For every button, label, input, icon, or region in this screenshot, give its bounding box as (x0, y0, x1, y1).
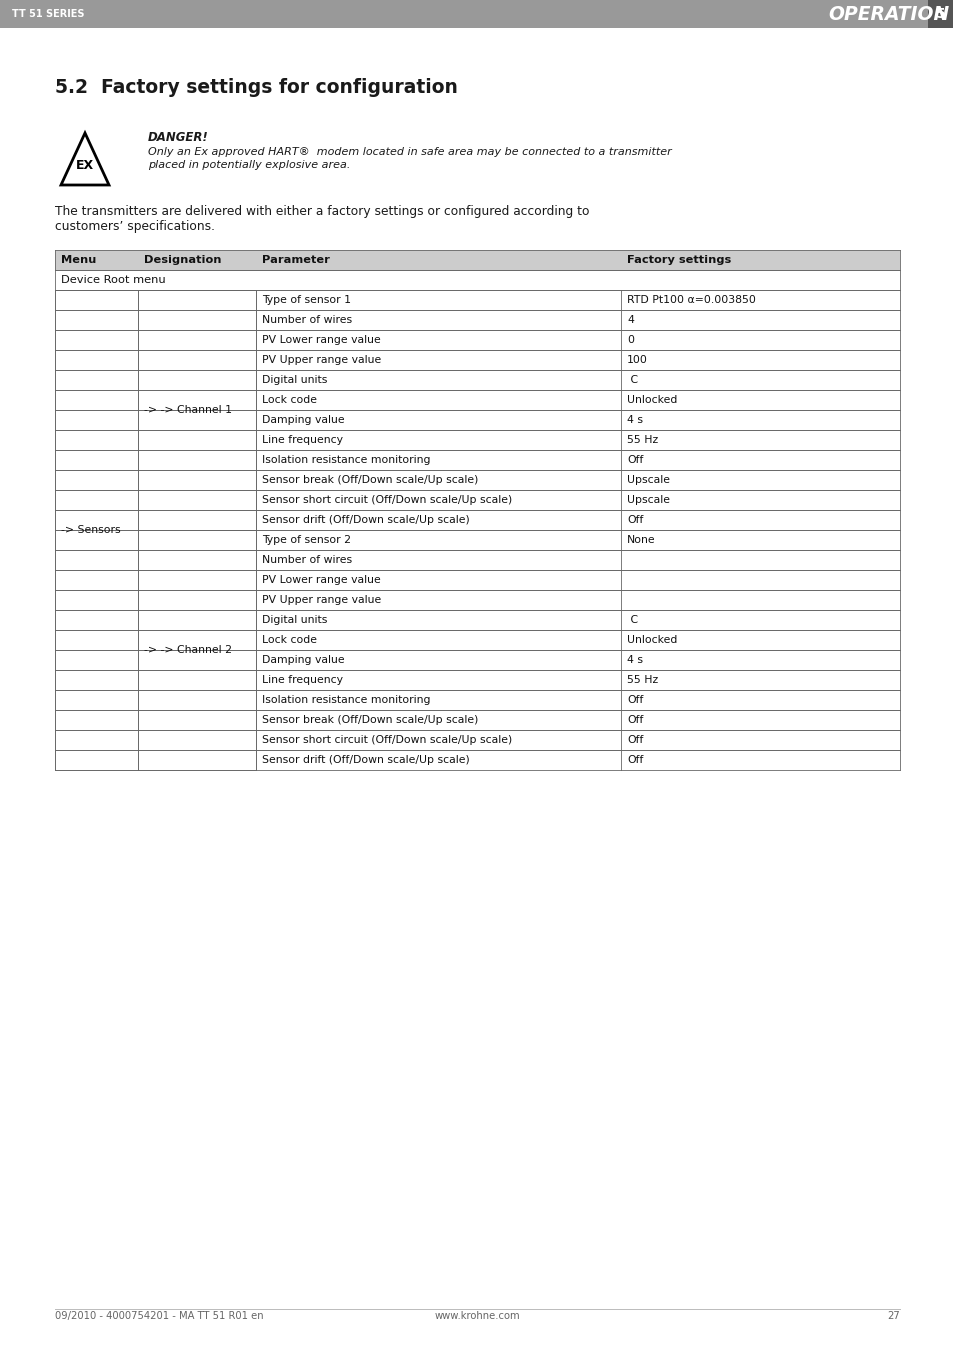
Text: Upscale: Upscale (626, 476, 669, 485)
Text: 5: 5 (935, 7, 944, 22)
Text: Damping value: Damping value (262, 655, 344, 665)
Text: Isolation resistance monitoring: Isolation resistance monitoring (262, 694, 430, 705)
Text: PV Lower range value: PV Lower range value (262, 576, 380, 585)
Bar (55, 390, 899, 409)
Text: EX: EX (76, 158, 94, 172)
Bar (55, 409, 899, 430)
Text: OPERATION: OPERATION (827, 4, 948, 23)
Bar (55, 290, 899, 309)
Text: placed in potentially explosive area.: placed in potentially explosive area. (148, 159, 350, 170)
Text: None: None (626, 535, 655, 544)
Text: RTD Pt100 α=0.003850: RTD Pt100 α=0.003850 (626, 295, 755, 305)
Text: Off: Off (626, 455, 643, 465)
Text: 27: 27 (886, 1310, 899, 1321)
Text: The transmitters are delivered with either a factory settings or configured acco: The transmitters are delivered with eith… (55, 205, 589, 218)
Bar (55, 450, 899, 470)
Polygon shape (61, 132, 109, 185)
Text: -> -> Channel 1: -> -> Channel 1 (144, 405, 232, 415)
Text: 5.2  Factory settings for configuration: 5.2 Factory settings for configuration (55, 78, 457, 97)
Text: Unlocked: Unlocked (626, 394, 677, 405)
Text: DANGER!: DANGER! (148, 131, 209, 145)
Text: Sensor break (Off/Down scale/Up scale): Sensor break (Off/Down scale/Up scale) (262, 715, 478, 725)
Text: 55 Hz: 55 Hz (626, 676, 658, 685)
Text: Sensor drift (Off/Down scale/Up scale): Sensor drift (Off/Down scale/Up scale) (262, 515, 470, 526)
Bar (55, 250, 899, 270)
Bar (55, 590, 899, 611)
Text: customers’ specifications.: customers’ specifications. (55, 220, 214, 232)
Text: 4: 4 (626, 315, 634, 326)
Text: PV Upper range value: PV Upper range value (262, 355, 381, 365)
Text: Off: Off (626, 755, 643, 765)
Text: PV Upper range value: PV Upper range value (262, 594, 381, 605)
Bar (55, 350, 899, 370)
Bar (55, 750, 899, 770)
Text: Type of sensor 2: Type of sensor 2 (262, 535, 351, 544)
Bar (55, 290, 137, 770)
Bar (0, 0, 953, 28)
Text: Lock code: Lock code (262, 635, 316, 644)
Text: Lock code: Lock code (262, 394, 316, 405)
Text: Menu: Menu (61, 255, 96, 265)
Text: Only an Ex approved HART®  modem located in safe area may be connected to a tran: Only an Ex approved HART® modem located … (148, 147, 671, 157)
Text: Sensor short circuit (Off/Down scale/Up scale): Sensor short circuit (Off/Down scale/Up … (262, 735, 512, 744)
Text: C: C (626, 615, 638, 626)
Text: Off: Off (626, 694, 643, 705)
Bar (55, 611, 899, 630)
Text: Number of wires: Number of wires (262, 315, 352, 326)
Bar (55, 490, 899, 509)
Bar (55, 270, 899, 290)
Bar (55, 730, 899, 750)
Text: 100: 100 (626, 355, 647, 365)
Text: Sensor drift (Off/Down scale/Up scale): Sensor drift (Off/Down scale/Up scale) (262, 755, 470, 765)
Text: 4 s: 4 s (626, 655, 642, 665)
Text: Line frequency: Line frequency (262, 435, 343, 444)
Text: 09/2010 - 4000754201 - MA TT 51 R01 en: 09/2010 - 4000754201 - MA TT 51 R01 en (55, 1310, 263, 1321)
Text: Digital units: Digital units (262, 376, 327, 385)
Text: Number of wires: Number of wires (262, 555, 352, 565)
Text: 4 s: 4 s (626, 415, 642, 426)
Bar (55, 309, 899, 330)
Bar (55, 670, 899, 690)
Bar (55, 570, 899, 590)
Text: Designation: Designation (144, 255, 221, 265)
Text: Off: Off (626, 715, 643, 725)
Text: Unlocked: Unlocked (626, 635, 677, 644)
Bar (55, 650, 899, 670)
Bar (55, 370, 899, 390)
Text: -> Sensors: -> Sensors (61, 526, 120, 535)
Text: Off: Off (626, 515, 643, 526)
Text: Damping value: Damping value (262, 415, 344, 426)
Text: 55 Hz: 55 Hz (626, 435, 658, 444)
Bar (55, 630, 899, 650)
Text: 0: 0 (626, 335, 634, 345)
Text: www.krohne.com: www.krohne.com (434, 1310, 519, 1321)
Bar (55, 530, 899, 550)
Text: Line frequency: Line frequency (262, 676, 343, 685)
Text: Digital units: Digital units (262, 615, 327, 626)
Text: -> -> Channel 2: -> -> Channel 2 (144, 644, 232, 655)
Bar (55, 509, 899, 530)
Bar (137, 290, 255, 530)
Text: TT 51 SERIES: TT 51 SERIES (12, 9, 85, 19)
Bar (927, 0, 953, 28)
Bar (55, 550, 899, 570)
Text: Sensor break (Off/Down scale/Up scale): Sensor break (Off/Down scale/Up scale) (262, 476, 478, 485)
Bar (55, 330, 899, 350)
Text: Parameter: Parameter (262, 255, 330, 265)
Text: Type of sensor 1: Type of sensor 1 (262, 295, 351, 305)
Bar (55, 711, 899, 730)
Text: Device Root menu: Device Root menu (61, 276, 166, 285)
Bar (137, 530, 255, 770)
Text: PV Lower range value: PV Lower range value (262, 335, 380, 345)
Text: Factory settings: Factory settings (626, 255, 731, 265)
Text: Upscale: Upscale (626, 494, 669, 505)
Text: Isolation resistance monitoring: Isolation resistance monitoring (262, 455, 430, 465)
Bar (55, 690, 899, 711)
Bar (55, 470, 899, 490)
Bar (55, 430, 899, 450)
Text: Off: Off (626, 735, 643, 744)
Text: C: C (626, 376, 638, 385)
Text: Sensor short circuit (Off/Down scale/Up scale): Sensor short circuit (Off/Down scale/Up … (262, 494, 512, 505)
